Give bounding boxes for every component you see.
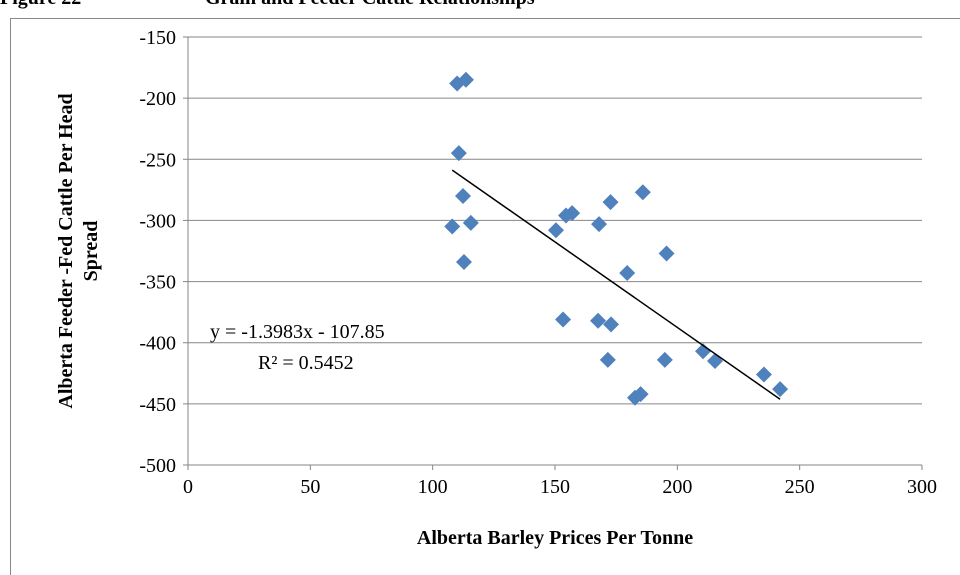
marker [591, 216, 608, 233]
marker [590, 312, 607, 329]
figure-label: Figure 22 [0, 0, 81, 9]
marker [603, 316, 620, 333]
trend-r-squared: R² = 0.5452 [258, 352, 354, 374]
marker [656, 351, 673, 368]
marker [619, 265, 636, 282]
marker [455, 187, 472, 204]
y-tick-label: -450 [139, 394, 176, 416]
y-tick-label: -500 [139, 455, 176, 477]
marker [599, 351, 616, 368]
marker [462, 214, 479, 231]
trend-equation: y = -1.3983x - 107.85 [210, 321, 385, 343]
marker [634, 184, 651, 201]
y-tick-label: -200 [139, 88, 176, 110]
marker [444, 218, 461, 235]
x-tick-label: 0 [183, 476, 193, 498]
chart-title: Grain and Feeder Cattle Relationships [205, 0, 535, 9]
y-axis-title: Alberta Feeder -Fed Cattle Per Head [55, 93, 77, 408]
x-tick-label: 150 [540, 476, 570, 498]
marker [772, 381, 789, 398]
y-tick-label: -250 [139, 149, 176, 171]
trendline [451, 169, 781, 400]
x-tick-label: 250 [785, 476, 815, 498]
x-tick-label: 300 [907, 476, 937, 498]
x-tick-label: 100 [418, 476, 448, 498]
chart-frame [10, 18, 960, 575]
marker [602, 194, 619, 211]
marker [755, 366, 772, 383]
marker [547, 222, 564, 239]
y-axis-title: Spread [80, 221, 102, 282]
marker [695, 343, 712, 360]
y-tick-label: -300 [139, 210, 176, 232]
marker [632, 386, 649, 403]
marker [455, 254, 472, 271]
y-tick-label: -400 [139, 333, 176, 355]
marker [450, 145, 467, 162]
marker [658, 245, 675, 262]
x-tick-label: 50 [300, 476, 320, 498]
marker [564, 205, 581, 222]
x-axis-title: Alberta Barley Prices Per Tonne [417, 527, 693, 549]
y-tick-label: -150 [139, 27, 176, 49]
marker [555, 311, 572, 328]
y-tick-label: -350 [139, 272, 176, 294]
marker [457, 71, 474, 88]
x-tick-label: 200 [662, 476, 692, 498]
